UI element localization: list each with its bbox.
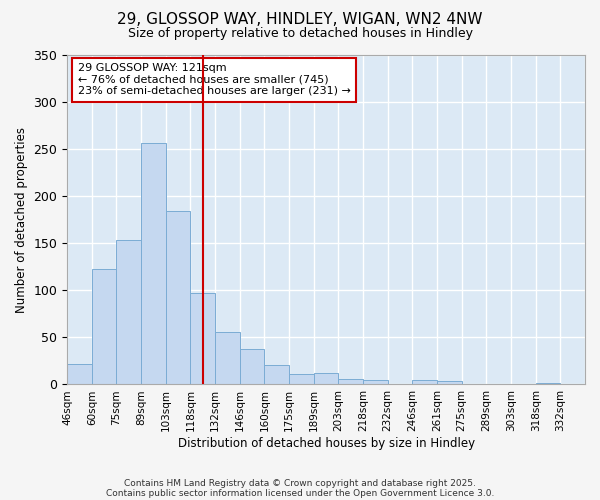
Bar bbox=[190, 293, 215, 384]
Bar bbox=[265, 364, 289, 384]
Text: Size of property relative to detached houses in Hindley: Size of property relative to detached ho… bbox=[128, 28, 473, 40]
Bar bbox=[437, 380, 462, 384]
Bar bbox=[92, 268, 116, 384]
Bar bbox=[314, 373, 338, 384]
Y-axis label: Number of detached properties: Number of detached properties bbox=[15, 126, 28, 312]
Bar bbox=[215, 332, 240, 384]
Bar bbox=[412, 380, 437, 384]
Bar bbox=[536, 382, 560, 384]
Bar bbox=[363, 380, 388, 384]
Bar bbox=[240, 348, 265, 384]
X-axis label: Distribution of detached houses by size in Hindley: Distribution of detached houses by size … bbox=[178, 437, 475, 450]
Bar bbox=[289, 374, 314, 384]
Text: 29 GLOSSOP WAY: 121sqm
← 76% of detached houses are smaller (745)
23% of semi-de: 29 GLOSSOP WAY: 121sqm ← 76% of detached… bbox=[77, 63, 350, 96]
Bar bbox=[116, 240, 141, 384]
Text: Contains public sector information licensed under the Open Government Licence 3.: Contains public sector information licen… bbox=[106, 488, 494, 498]
Bar bbox=[67, 364, 92, 384]
Bar bbox=[166, 212, 190, 384]
Bar bbox=[338, 379, 363, 384]
Bar bbox=[141, 144, 166, 384]
Text: 29, GLOSSOP WAY, HINDLEY, WIGAN, WN2 4NW: 29, GLOSSOP WAY, HINDLEY, WIGAN, WN2 4NW bbox=[117, 12, 483, 28]
Text: Contains HM Land Registry data © Crown copyright and database right 2025.: Contains HM Land Registry data © Crown c… bbox=[124, 478, 476, 488]
